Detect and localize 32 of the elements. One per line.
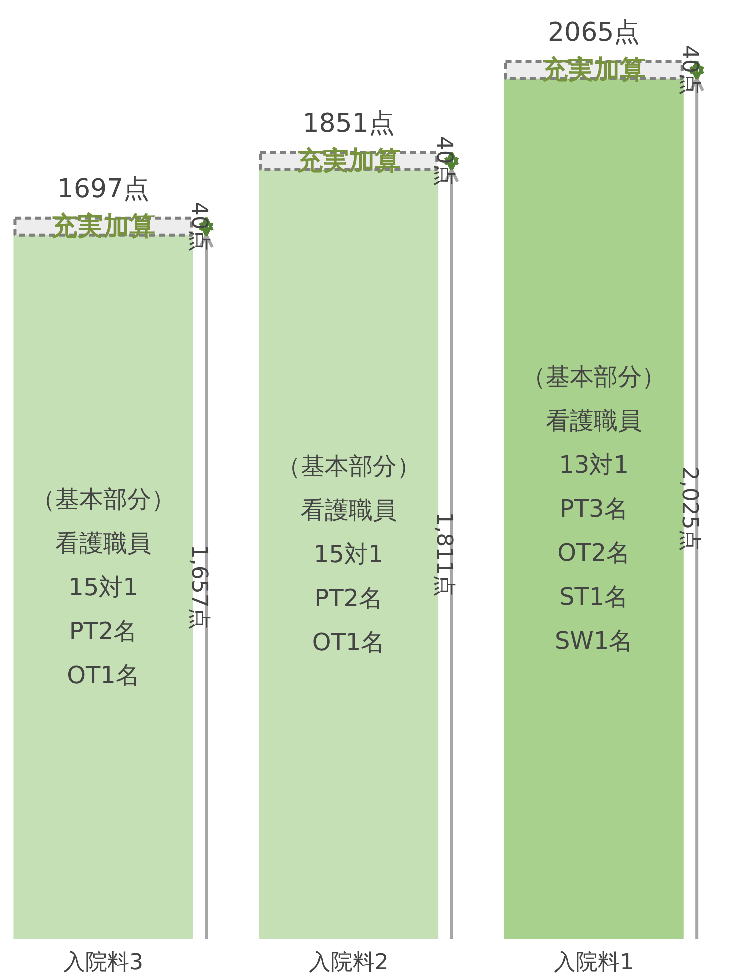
data-label: 40点 [432, 136, 457, 186]
series-label: 充実加算 [50, 212, 156, 242]
x-tick-label: 入院料2 [308, 950, 389, 976]
annotation: （基本部分） [32, 485, 176, 514]
annotation: OT1名 [312, 628, 386, 657]
data-label: 1,657点 [186, 544, 212, 630]
annotation: 15対1 [314, 540, 384, 569]
annotation: 13対1 [559, 451, 629, 480]
text: 充実加算 [296, 146, 401, 176]
total-label: 1697点 [57, 174, 150, 204]
total-label: 2065点 [548, 18, 640, 48]
annotation: 15対1 [68, 573, 138, 602]
annotation: PT2名 [69, 617, 138, 646]
annotation: OT1名 [67, 661, 140, 690]
data-label: 1,811点 [432, 512, 457, 598]
annotation: ST1名 [559, 583, 629, 612]
annotation: 看護職員 [56, 529, 152, 558]
annotation: SW1名 [554, 627, 634, 656]
annotation: PT3名 [560, 495, 628, 524]
total-label: 1851点 [302, 108, 395, 139]
annotation: 看護職員 [546, 407, 642, 436]
annotation: PT2名 [314, 584, 383, 613]
data-label: 2,025点 [676, 466, 702, 552]
x-tick-label: 入院料1 [554, 950, 634, 976]
annotation: （基本部分） [522, 363, 666, 392]
data-label: 40点 [676, 45, 702, 96]
data-label: 40点 [186, 202, 212, 252]
annotation: 看護職員 [300, 496, 397, 525]
x-tick-label: 入院料3 [64, 950, 144, 976]
text: 充実加算 [542, 55, 646, 86]
annotation: （基本部分） [276, 452, 421, 481]
annotation: OT2名 [558, 539, 630, 568]
